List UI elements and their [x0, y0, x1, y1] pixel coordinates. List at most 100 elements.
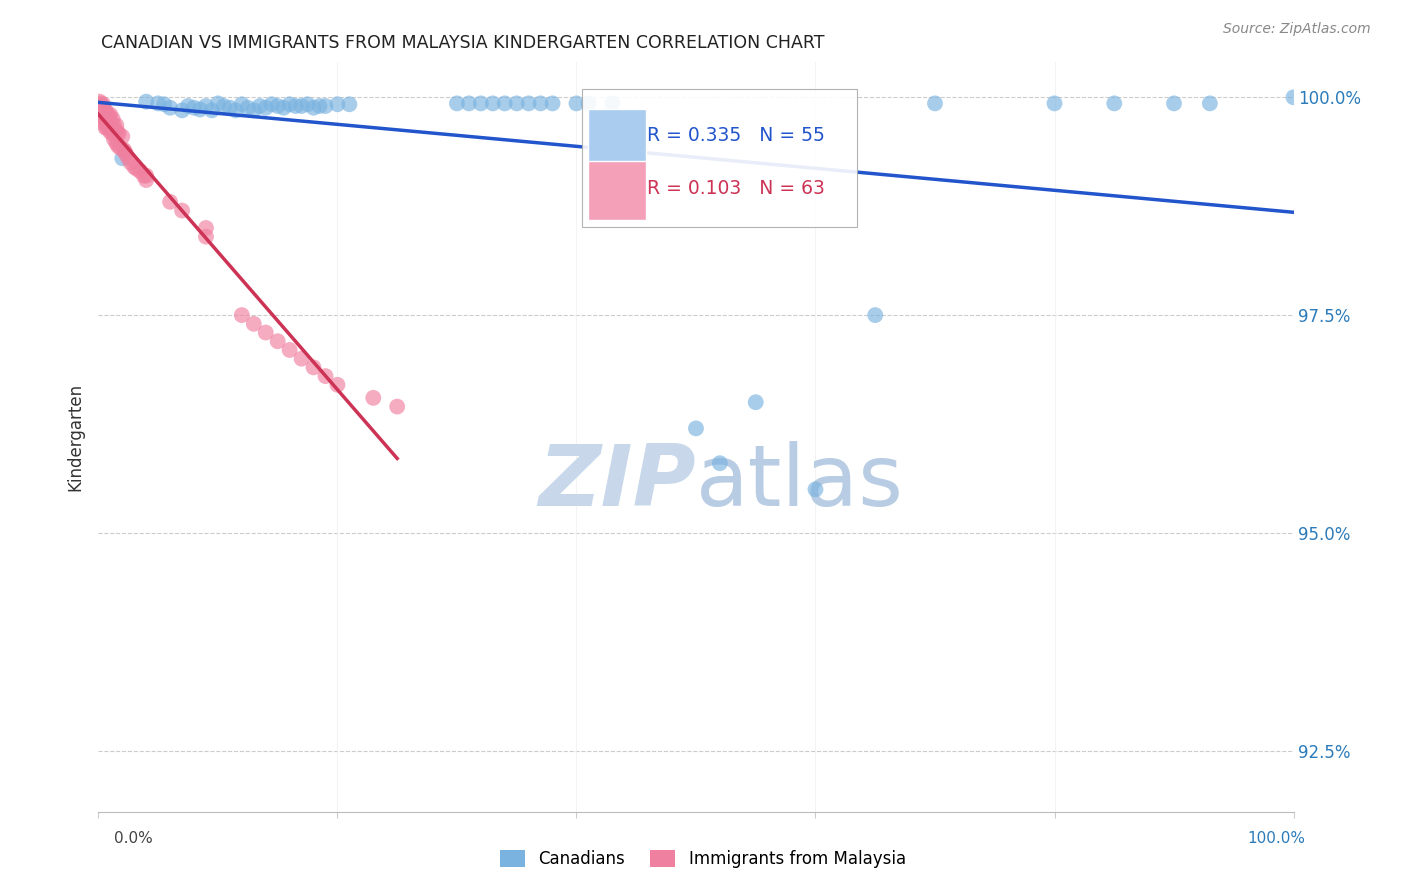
Text: 0.0%: 0.0%	[114, 831, 153, 846]
Point	[89, 108, 111, 122]
Point	[446, 96, 468, 111]
Point	[924, 96, 946, 111]
Point	[470, 96, 492, 111]
Point	[135, 95, 157, 109]
Point	[96, 110, 118, 124]
Point	[89, 101, 111, 115]
Point	[225, 103, 247, 118]
Point	[98, 110, 121, 124]
Text: 100.0%: 100.0%	[1247, 831, 1306, 846]
Point	[101, 112, 124, 126]
Text: Source: ZipAtlas.com: Source: ZipAtlas.com	[1223, 22, 1371, 37]
Point	[207, 96, 229, 111]
Point	[114, 145, 136, 159]
Point	[804, 483, 827, 497]
Point	[111, 151, 134, 165]
Point	[1282, 90, 1305, 104]
Text: CANADIAN VS IMMIGRANTS FROM MALAYSIA KINDERGARTEN CORRELATION CHART: CANADIAN VS IMMIGRANTS FROM MALAYSIA KIN…	[101, 34, 825, 52]
Point	[172, 103, 194, 118]
Point	[1043, 96, 1066, 111]
Point	[135, 173, 157, 187]
Point	[291, 351, 314, 366]
Point	[219, 101, 242, 115]
Point	[602, 96, 624, 111]
Point	[89, 95, 111, 109]
FancyBboxPatch shape	[589, 109, 645, 168]
Point	[243, 103, 266, 118]
Text: R = 0.103   N = 63: R = 0.103 N = 63	[647, 178, 825, 198]
Point	[315, 369, 337, 384]
Point	[159, 101, 181, 115]
Point	[363, 391, 385, 405]
Point	[260, 97, 283, 112]
Point	[153, 97, 176, 112]
Point	[494, 96, 516, 111]
Text: R = 0.335   N = 55: R = 0.335 N = 55	[647, 127, 825, 145]
Point	[94, 120, 117, 135]
Point	[685, 421, 707, 435]
Point	[135, 169, 157, 183]
Point	[315, 99, 337, 113]
Point	[108, 141, 131, 155]
Point	[97, 108, 120, 122]
Text: ZIP: ZIP	[538, 441, 696, 524]
Point	[115, 147, 138, 161]
Point	[112, 143, 135, 157]
Point	[177, 99, 200, 113]
Point	[90, 96, 112, 111]
Point	[98, 108, 122, 122]
Point	[326, 97, 349, 112]
Point	[100, 123, 122, 137]
Point	[278, 97, 301, 112]
Point	[458, 96, 481, 111]
Point	[107, 138, 129, 153]
Y-axis label: Kindergarten: Kindergarten	[66, 383, 84, 491]
Point	[273, 101, 295, 115]
Point	[124, 160, 146, 174]
Point	[91, 112, 114, 126]
Point	[105, 118, 128, 132]
Point	[284, 99, 307, 113]
Point	[93, 116, 115, 130]
Text: atlas: atlas	[696, 441, 904, 524]
Point	[111, 129, 134, 144]
Point	[98, 125, 122, 139]
Point	[267, 99, 290, 113]
Point	[96, 120, 118, 135]
Point	[90, 103, 112, 118]
Point	[212, 99, 235, 113]
Point	[254, 101, 277, 115]
Point	[103, 118, 125, 132]
Point	[98, 118, 122, 132]
Point	[201, 103, 224, 118]
Point	[105, 136, 128, 150]
Point	[297, 97, 319, 112]
Point	[90, 110, 112, 124]
Point	[291, 99, 314, 113]
Point	[1104, 96, 1126, 111]
Point	[267, 334, 290, 349]
Point	[107, 127, 129, 141]
Point	[249, 99, 271, 113]
Point	[745, 395, 768, 409]
Point	[302, 101, 325, 115]
Point	[339, 97, 361, 112]
Point	[101, 127, 124, 141]
Point	[231, 97, 253, 112]
Point	[97, 116, 120, 130]
Point	[254, 326, 277, 340]
Point	[517, 96, 540, 111]
Legend: Canadians, Immigrants from Malaysia: Canadians, Immigrants from Malaysia	[494, 843, 912, 875]
Point	[326, 377, 349, 392]
Point	[481, 96, 505, 111]
Point	[1163, 96, 1185, 111]
Point	[278, 343, 301, 357]
Point	[385, 400, 409, 414]
Point	[506, 96, 529, 111]
Point	[125, 161, 148, 176]
Point	[243, 317, 266, 331]
Point	[308, 99, 330, 113]
Point	[188, 103, 211, 117]
Point	[565, 96, 588, 111]
Point	[91, 97, 114, 112]
